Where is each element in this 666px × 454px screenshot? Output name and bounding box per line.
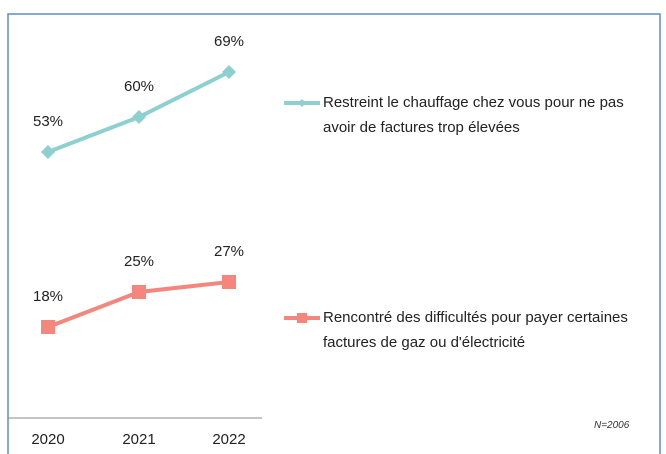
x-tick-label: 2020 [31,431,64,448]
annotation: N=2006 [594,420,630,431]
frame [7,13,661,454]
data-label: 25% [124,253,154,270]
data-label: 69% [214,33,244,50]
point [41,145,55,159]
x-tick-label: 2022 [212,431,245,448]
data-label: 60% [124,78,154,95]
point [132,285,146,299]
x-tick-label: 2021 [122,431,155,448]
data-label: 27% [214,243,244,260]
legend-label: Restreint le chauffage chez vous pour ne… [323,94,624,136]
point [41,320,55,334]
data-label: 18% [33,288,63,305]
point [132,110,146,124]
legend-marker [297,313,307,323]
point [222,275,236,289]
point [222,65,236,79]
legend-marker [298,99,306,107]
legend-label: Rencontré des difficultés pour payer cer… [323,309,628,351]
data-label: 53% [33,113,63,130]
